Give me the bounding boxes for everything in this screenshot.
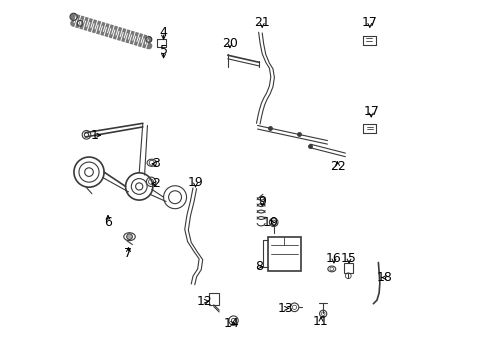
Text: 9: 9 xyxy=(258,195,266,208)
Text: 2: 2 xyxy=(152,177,160,190)
Text: 19: 19 xyxy=(188,176,203,189)
Text: 16: 16 xyxy=(326,252,342,265)
Text: 8: 8 xyxy=(255,260,263,273)
Text: 4: 4 xyxy=(160,26,168,39)
Text: 17: 17 xyxy=(362,17,378,30)
Text: 5: 5 xyxy=(160,44,168,57)
Text: 22: 22 xyxy=(330,160,345,173)
Circle shape xyxy=(126,234,132,239)
Text: 3: 3 xyxy=(152,157,160,170)
Text: 12: 12 xyxy=(197,295,213,308)
Text: 17: 17 xyxy=(363,105,379,118)
Text: 13: 13 xyxy=(277,302,293,315)
Bar xyxy=(209,293,219,305)
Text: 10: 10 xyxy=(263,216,279,229)
Text: 7: 7 xyxy=(124,247,132,260)
Text: 11: 11 xyxy=(313,315,329,328)
Bar xyxy=(269,237,300,271)
Text: 6: 6 xyxy=(104,216,112,229)
Text: 21: 21 xyxy=(254,17,270,30)
Text: 15: 15 xyxy=(341,252,357,265)
Bar xyxy=(344,263,353,273)
Text: 14: 14 xyxy=(223,317,239,330)
Text: 20: 20 xyxy=(222,36,238,50)
Text: 1: 1 xyxy=(91,129,99,142)
Text: 18: 18 xyxy=(376,271,392,284)
